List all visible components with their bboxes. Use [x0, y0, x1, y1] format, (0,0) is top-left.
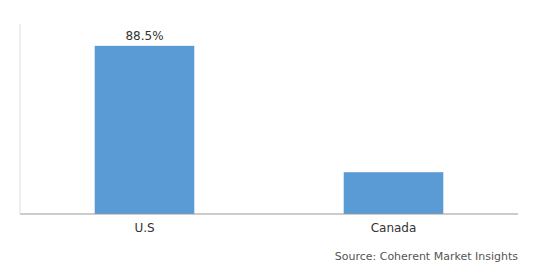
- y-axis-line: [20, 24, 21, 214]
- data-label: 88.5%: [125, 29, 163, 43]
- bar: [344, 172, 444, 214]
- x-axis-line: [20, 214, 518, 215]
- bars: [95, 46, 444, 214]
- chart-container: 88.5% U.S Canada Source: Coherent Market In…: [0, 0, 538, 272]
- x-tick-label: U.S: [134, 221, 154, 235]
- x-tick-label: Canada: [371, 221, 417, 235]
- chart: 88.5% U.S Canada Source: Coherent Market In…: [0, 0, 538, 272]
- bar: [95, 46, 195, 214]
- source-note: Source: Coherent Market Insights: [335, 250, 519, 263]
